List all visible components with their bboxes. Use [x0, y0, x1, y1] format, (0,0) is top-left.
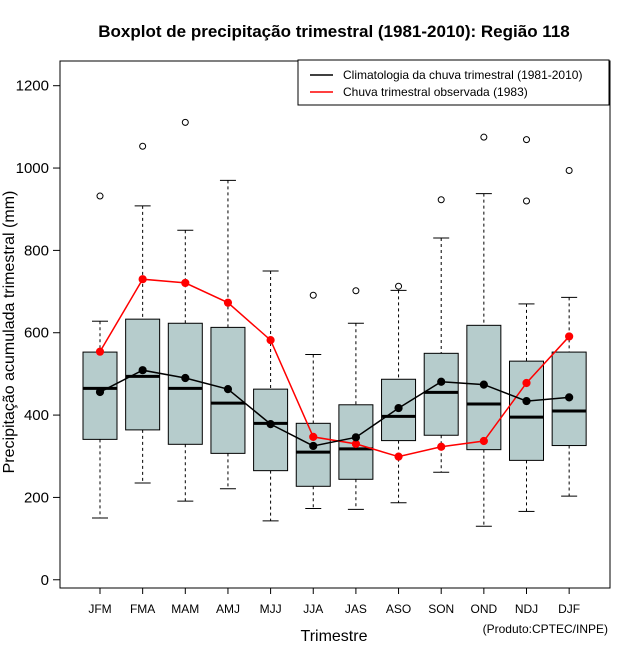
- outlier-point: [523, 197, 530, 205]
- y-tick-label: 400: [24, 407, 49, 424]
- observed-point: [223, 298, 233, 307]
- legend-observed-label: Chuva trimestral observada (1983): [343, 85, 528, 99]
- climatology-point: [266, 420, 275, 429]
- observed-point: [565, 332, 574, 341]
- x-tick-label: MAM: [171, 602, 199, 616]
- climatology-point: [309, 441, 318, 451]
- box-fma: [125, 318, 161, 431]
- observed-point: [437, 442, 446, 451]
- y-tick-label: 600: [24, 325, 49, 342]
- box-jja: [295, 422, 331, 487]
- outlier-point: [181, 118, 189, 126]
- climatology-point: [95, 387, 105, 397]
- climatology-point: [522, 396, 531, 406]
- x-tick-label: JFM: [88, 602, 111, 616]
- x-tick-label: ASO: [386, 602, 411, 616]
- observed-point: [522, 378, 531, 388]
- climatology-point: [565, 393, 574, 402]
- chart-title: Boxplot de precipitação trimestral (1981…: [98, 22, 569, 41]
- y-tick-label: 200: [24, 489, 49, 506]
- observed-point: [95, 347, 105, 356]
- legend: Climatologia da chuva trimestral (1981-2…: [297, 59, 610, 106]
- box-mam: [167, 322, 203, 445]
- outlier-point: [309, 291, 317, 299]
- observed-line: [99, 278, 570, 458]
- x-tick-label: NDJ: [515, 602, 538, 616]
- climatology-point: [138, 366, 147, 375]
- climatology-point: [181, 373, 190, 383]
- y-tick-label: 0: [41, 572, 49, 589]
- box-ndj: [509, 360, 544, 461]
- climatology-point: [223, 385, 233, 394]
- y-tick-label: 1000: [16, 160, 49, 177]
- outlier-point: [523, 136, 530, 144]
- observed-point: [266, 336, 275, 345]
- x-tick-label: AMJ: [216, 602, 240, 616]
- x-tick-label: OND: [471, 602, 498, 616]
- y-tick-label: 1200: [16, 78, 49, 95]
- x-tick-label: JJA: [303, 602, 323, 616]
- x-tick-label: DJF: [558, 602, 580, 616]
- legend-climatology-label: Climatologia da chuva trimestral (1981-2…: [343, 68, 582, 82]
- climatology-point: [437, 377, 446, 386]
- outlier-point: [565, 167, 573, 175]
- observed-point: [394, 452, 403, 461]
- outlier-point: [139, 142, 147, 150]
- x-tick-label: FMA: [130, 602, 155, 616]
- outlier-point: [480, 133, 488, 141]
- climatology-point: [351, 433, 360, 442]
- outlier-point: [437, 196, 445, 204]
- y-axis-label: Precipitação acumulada trimestral (mm): [1, 191, 18, 474]
- plot-area: 0 200 400 600 800 1000 1200 JFM FMA MAM AMJ MJJ JJA J…: [16, 60, 611, 616]
- x-tick-label: SON: [428, 602, 454, 616]
- legend-box: [297, 59, 610, 106]
- box-son: [423, 352, 459, 436]
- outlier-point: [395, 282, 403, 290]
- observed-point: [479, 436, 488, 446]
- x-axis-label: Trimestre: [301, 628, 368, 645]
- climatology-point: [479, 380, 488, 389]
- observed-point: [309, 432, 318, 441]
- x-tick-label: JAS: [345, 602, 367, 616]
- x-tick-label: MJJ: [260, 602, 282, 616]
- climatology-point: [394, 403, 403, 413]
- outlier-point: [352, 287, 360, 295]
- credit-text: (Produto:CPTEC/INPE): [483, 622, 608, 636]
- outlier-point: [96, 192, 104, 200]
- y-tick-label: 800: [24, 242, 49, 259]
- climatology-line: [99, 369, 570, 447]
- observed-point: [138, 275, 147, 284]
- observed-point: [181, 278, 190, 288]
